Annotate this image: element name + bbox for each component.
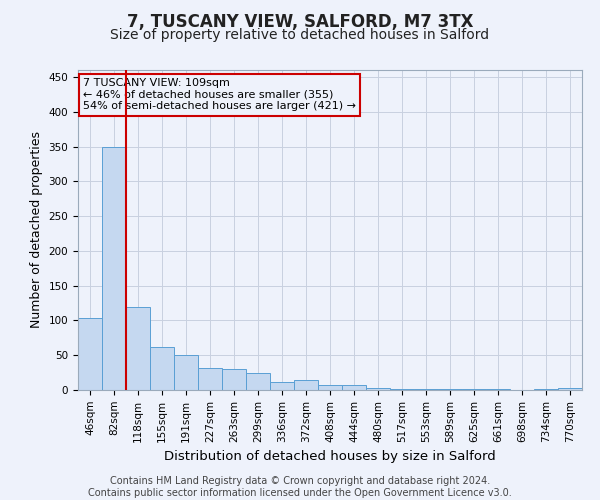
Bar (102, 146, 126, 390)
Text: Size of property relative to detached houses in Salford: Size of property relative to detached ho… (110, 28, 490, 42)
Bar (150, 347, 174, 390)
Text: Contains HM Land Registry data © Crown copyright and database right 2024.
Contai: Contains HM Land Registry data © Crown c… (88, 476, 512, 498)
X-axis label: Distribution of detached houses by size in Salford: Distribution of detached houses by size … (164, 450, 496, 463)
Bar (558, 388, 582, 390)
Bar (222, 369, 246, 390)
Bar (174, 355, 198, 390)
Bar (246, 372, 270, 390)
Bar (414, 388, 438, 390)
Bar (438, 388, 462, 390)
Text: 7 TUSCANY VIEW: 109sqm
← 46% of detached houses are smaller (355)
54% of semi-de: 7 TUSCANY VIEW: 109sqm ← 46% of detached… (83, 78, 356, 111)
Bar (198, 368, 222, 390)
Bar (78, 318, 102, 390)
Bar (390, 388, 414, 390)
Text: 7, TUSCANY VIEW, SALFORD, M7 3TX: 7, TUSCANY VIEW, SALFORD, M7 3TX (127, 12, 473, 30)
Bar (126, 306, 150, 390)
Bar (294, 380, 318, 390)
Bar (366, 388, 390, 390)
Bar (462, 388, 486, 390)
Bar (342, 385, 366, 390)
Bar (318, 385, 342, 390)
Y-axis label: Number of detached properties: Number of detached properties (30, 132, 43, 328)
Bar (270, 382, 294, 390)
